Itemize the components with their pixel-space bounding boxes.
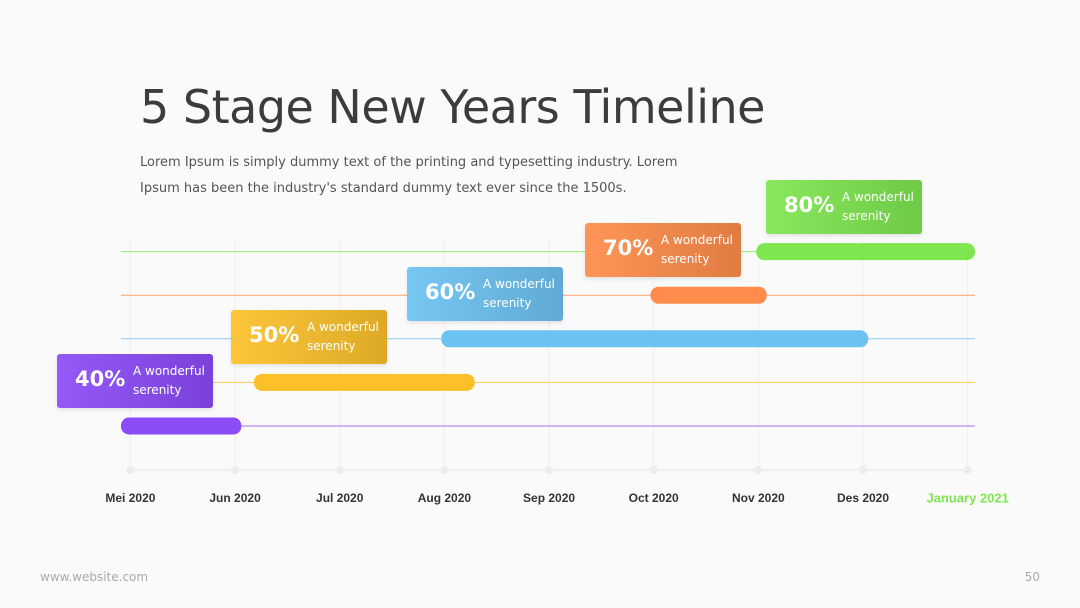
x-tick-label: Aug 2020 [418,491,472,505]
bar [756,243,975,261]
x-tick-label: Sep 2020 [523,491,575,505]
callout-text: A wonderful serenity [133,364,205,397]
callout-percent: 40% [75,367,126,391]
page-number: 50 [1024,570,1040,584]
callout-text: A wonderful serenity [661,233,733,267]
bar [650,286,767,304]
subtitle: Lorem Ipsum is simply dummy text of the … [140,155,678,196]
bar [441,330,869,348]
callout: 40% A wonderful serenity [57,354,213,408]
callout-percent: 50% [249,323,300,348]
callout: 80% A wonderful serenity [766,179,922,234]
x-tick-label: Oct 2020 [629,491,679,505]
callout: 70% A wonderful serenity [585,223,741,278]
x-tick-label: Nov 2020 [732,491,785,505]
callout-text: A wonderful serenity [842,189,914,223]
x-tick-label: Jun 2020 [209,491,261,505]
bar [253,373,475,391]
bar [121,417,242,435]
x-tick-label: January 2021 [926,490,1008,505]
callout-percent: 70% [603,236,654,261]
x-tick-label: Des 2020 [837,491,889,505]
callout-text: A wonderful serenity [483,276,555,310]
callout-percent: 60% [425,279,476,304]
x-tick-label: Mei 2020 [105,491,155,505]
title: 5 Stage New Years Timeline [140,80,765,134]
callout-text: A wonderful serenity [307,320,379,354]
x-tick-label: Jul 2020 [316,491,364,505]
callout-percent: 80% [784,192,835,217]
callout: 60% A wonderful serenity [407,266,563,321]
callout: 50% A wonderful serenity [231,310,387,365]
website: www.website.com [40,570,149,584]
